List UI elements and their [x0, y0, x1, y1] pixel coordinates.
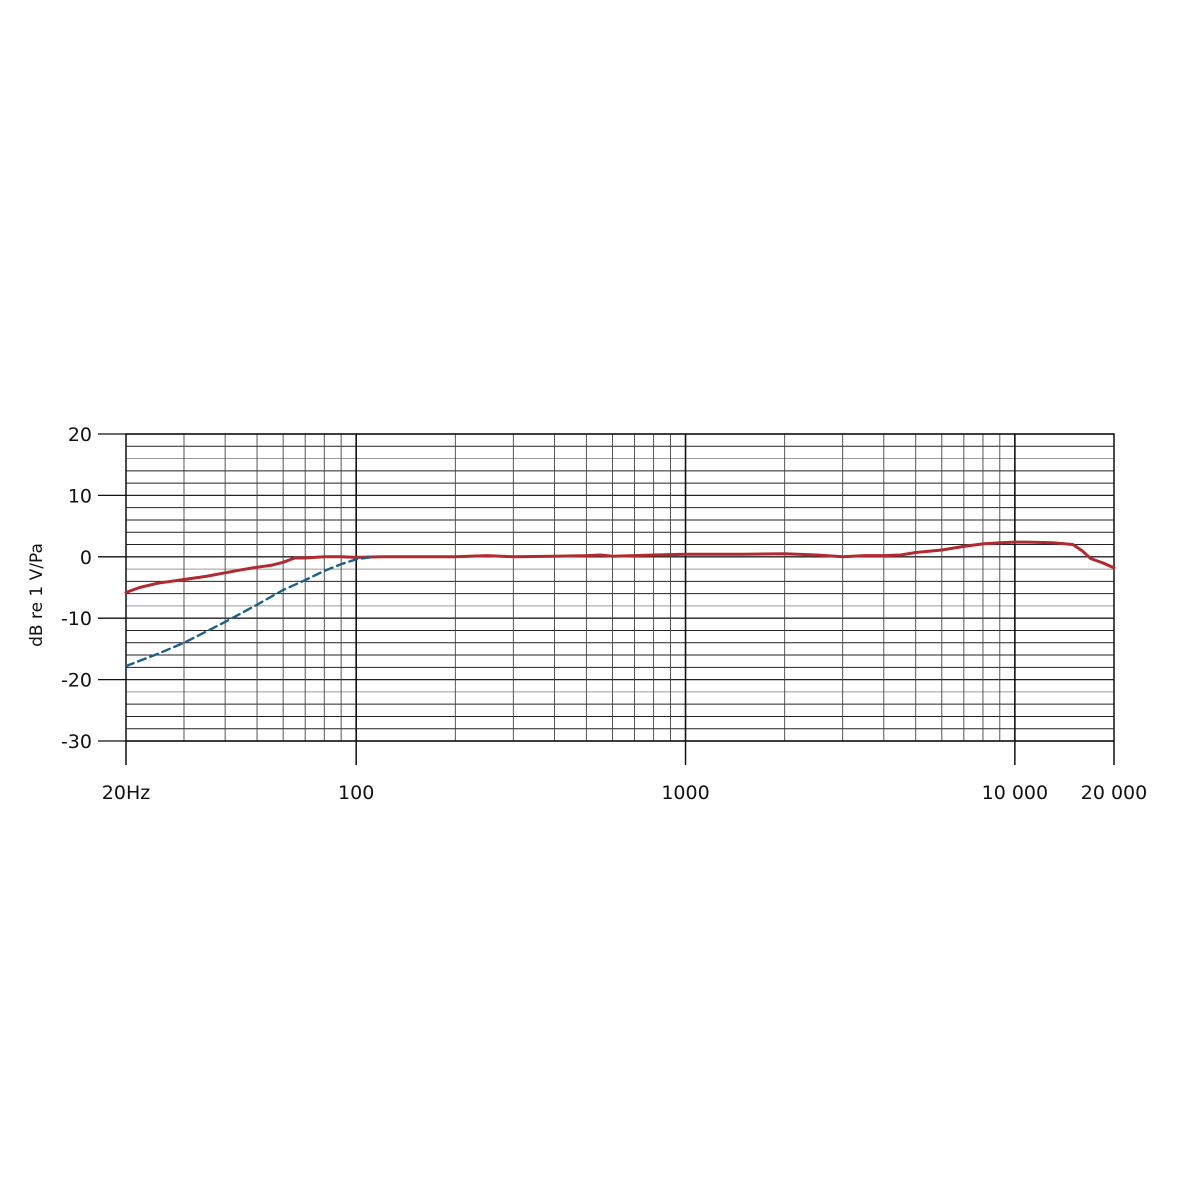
solid-response-line [124, 540, 1116, 594]
y-tick-label: 20 [68, 424, 92, 446]
y-axis-ticks: 20 10 0 -10 -20 -30 [61, 424, 126, 753]
dashed-response-line [124, 556, 371, 668]
y-tick-label: 0 [80, 547, 92, 569]
x-tick-label: 1000 [661, 782, 709, 804]
y-tick-label: -10 [61, 608, 92, 630]
x-tick-label: 20 000 [1081, 782, 1147, 804]
y-tick-label: -30 [61, 731, 92, 753]
x-tick-label: 100 [338, 782, 374, 804]
x-tick-label: 10 000 [982, 782, 1048, 804]
plot-frame [125, 433, 1115, 742]
y-tick-label: -20 [61, 670, 92, 692]
y-tick-label: 10 [68, 485, 92, 507]
x-tick-label: 20Hz [102, 782, 150, 804]
grid [126, 433, 1114, 742]
series [124, 540, 1116, 668]
y-axis-label: dB re 1 V/Pa [27, 543, 47, 647]
x-axis-ticks: 20Hz 100 1000 10 000 20 000 [102, 741, 1147, 804]
